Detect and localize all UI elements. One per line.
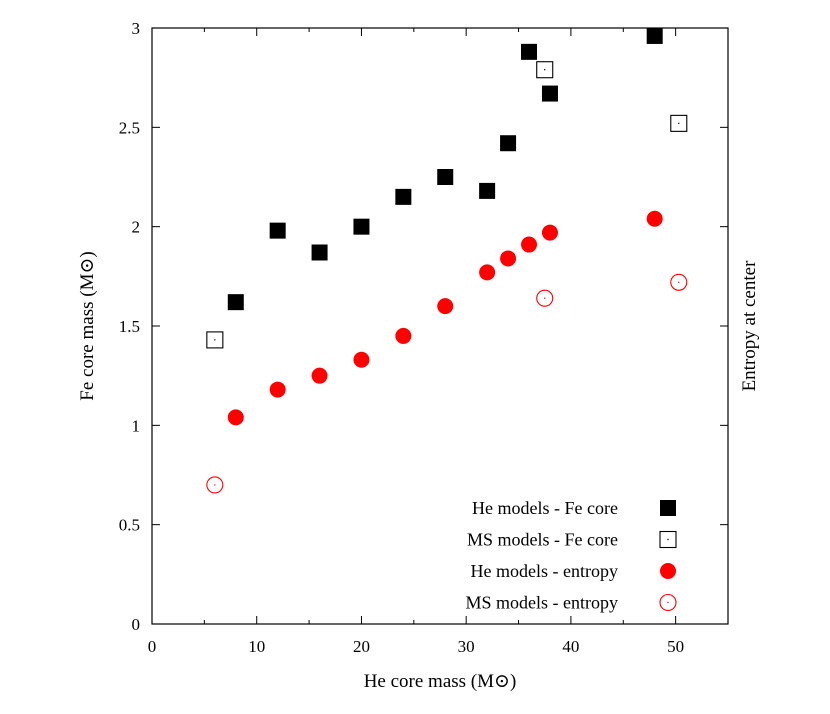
- data-point: [269, 381, 286, 398]
- x-tick-label: 40: [562, 637, 579, 656]
- data-point: [541, 224, 558, 241]
- data-point: [646, 210, 663, 227]
- data-point: [500, 250, 517, 267]
- x-tick-label: 20: [353, 637, 370, 656]
- y-tick-label: 1.5: [119, 317, 140, 336]
- data-point: [206, 331, 224, 349]
- data-marks: [206, 27, 688, 494]
- legend-marker: [659, 530, 677, 549]
- y-tick-labels: 0 0.5 1 1.5 2 2.5 3: [119, 19, 140, 634]
- data-point: [353, 351, 370, 368]
- data-point: [521, 236, 538, 253]
- x-tick-label: 0: [148, 637, 157, 656]
- y-tick-label: 2.5: [119, 118, 140, 137]
- data-point: [521, 43, 538, 60]
- data-point: [536, 289, 554, 307]
- legend-label: He models - Fe core: [472, 498, 618, 518]
- x-tick-label: 10: [248, 637, 265, 656]
- data-point: [479, 182, 496, 199]
- data-point: [206, 476, 224, 494]
- data-point: [536, 61, 554, 79]
- data-point: [646, 27, 663, 44]
- y2-axis-title: Entropy at center: [739, 260, 760, 392]
- data-point: [269, 222, 286, 239]
- data-point: [227, 409, 244, 426]
- data-point: [311, 367, 328, 384]
- y-tick-label: 3: [132, 19, 141, 38]
- data-point: [500, 135, 517, 152]
- legend-label: MS models - entropy: [466, 593, 619, 613]
- data-point: [395, 188, 412, 205]
- x-tick-label: 50: [667, 637, 684, 656]
- y-tick-label: 0.5: [119, 516, 140, 535]
- y-axis-title: Fe core mass (M⊙): [77, 251, 98, 400]
- legend-label: MS models - Fe core: [467, 530, 618, 550]
- data-point: [670, 114, 688, 132]
- y-tick-label: 1: [132, 416, 141, 435]
- data-point: [437, 298, 454, 315]
- data-point: [311, 244, 328, 261]
- legend-marker: [660, 563, 676, 579]
- legend-label: He models - entropy: [471, 561, 618, 581]
- legend-marker: [660, 500, 676, 516]
- data-point: [395, 327, 412, 344]
- data-point: [670, 273, 688, 291]
- axis-ticks: [151, 27, 728, 625]
- series-open-circle: [206, 273, 688, 494]
- series-filled-square: [227, 27, 663, 311]
- data-point: [227, 294, 244, 311]
- x-tick-labels: 0 10 20 30 40 50: [148, 637, 684, 656]
- plot-frame: [151, 27, 729, 625]
- data-point: [541, 85, 558, 102]
- y-tick-label: 0: [132, 615, 141, 634]
- data-point: [437, 169, 454, 185]
- series-open-square: [206, 61, 688, 349]
- legend: He models - Fe core MS models - Fe core He…: [466, 498, 677, 613]
- data-point: [353, 218, 370, 235]
- series-filled-circle: [227, 210, 663, 426]
- data-point: [479, 264, 496, 281]
- y-tick-label: 2: [132, 218, 141, 237]
- x-axis-title: He core mass (M⊙): [364, 671, 517, 692]
- x-tick-label: 30: [458, 637, 475, 656]
- legend-marker: [659, 593, 677, 612]
